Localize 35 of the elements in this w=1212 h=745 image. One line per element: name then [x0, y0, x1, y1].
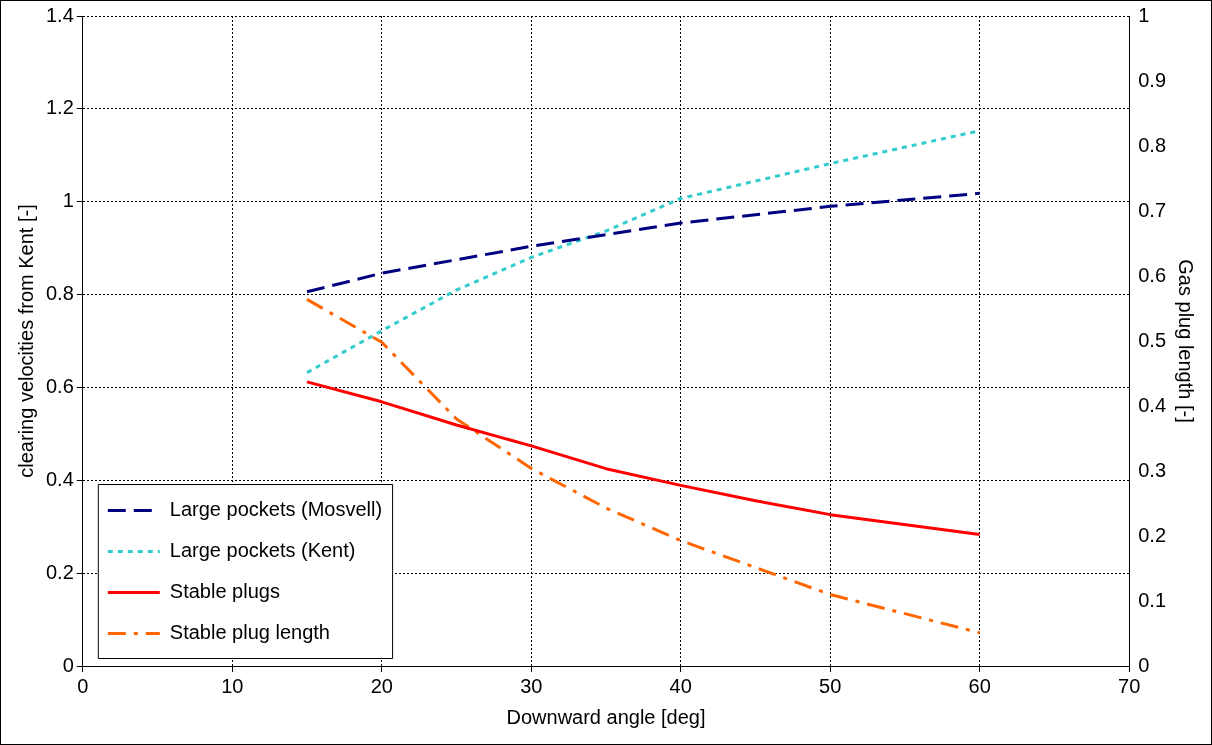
y2-tick-label: 0.3	[1138, 458, 1167, 481]
legend-label: Large pockets (Mosvell)	[169, 498, 383, 521]
legend-label: Stable plug length	[169, 621, 330, 644]
x-tick-label: 10	[221, 674, 244, 697]
y2-axis-title: Gas plug length [-]	[1175, 259, 1198, 423]
y-tick-label: 1.4	[45, 3, 74, 26]
y-axis-title: clearing velocities from Kent [-]	[14, 204, 37, 478]
x-tick-label: 20	[370, 674, 393, 697]
x-tick-label: 60	[968, 674, 991, 697]
y2-tick-label: 1	[1138, 3, 1150, 26]
x-tick-label: 70	[1118, 674, 1141, 697]
y2-tick-label: 0.2	[1138, 523, 1167, 546]
y-tick-label: 0.2	[45, 560, 74, 583]
y2-tick-label: 0.7	[1138, 198, 1167, 221]
y-tick-label: 1	[62, 189, 74, 212]
y2-tick-label: 0	[1138, 653, 1150, 676]
y-tick-label: 0	[62, 653, 74, 676]
legend-label: Stable plugs	[169, 580, 280, 603]
y2-tick-label: 0.5	[1138, 328, 1167, 351]
y2-tick-label: 0.8	[1138, 133, 1167, 156]
y2-tick-label: 0.6	[1138, 263, 1167, 286]
y2-tick-label: 0.9	[1138, 68, 1167, 91]
line-series	[305, 191, 982, 294]
x-axis-title: Downward angle [deg]	[506, 705, 706, 728]
y-tick-label: 1.2	[45, 96, 74, 119]
y-tick-label: 0.8	[45, 282, 74, 305]
y-tick-label: 0.6	[45, 374, 74, 397]
y2-tick-label: 0.1	[1138, 588, 1167, 611]
y2-tick-label: 0.4	[1138, 393, 1167, 416]
x-tick-label: 0	[77, 674, 89, 697]
x-tick-label: 50	[819, 674, 842, 697]
y-tick-label: 0.4	[45, 467, 74, 490]
x-tick-label: 30	[520, 674, 543, 697]
legend-label: Large pockets (Kent)	[169, 539, 356, 562]
x-tick-label: 40	[669, 674, 692, 697]
